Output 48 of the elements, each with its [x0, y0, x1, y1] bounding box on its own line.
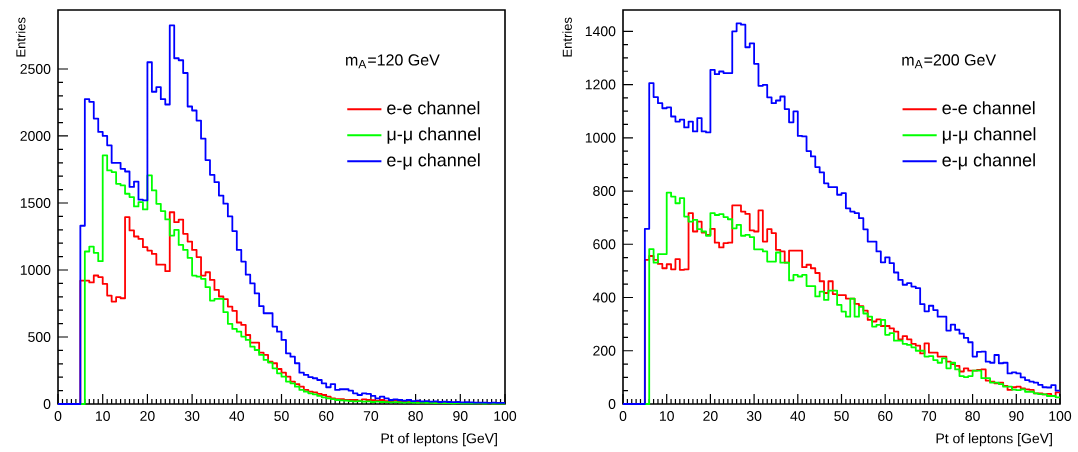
- x-tick-label: 50: [834, 411, 849, 421]
- x-tick-label: 10: [95, 411, 110, 421]
- x-tick-label: 40: [790, 411, 806, 421]
- y-tick-label: 400: [592, 292, 616, 303]
- x-tick-label: 40: [229, 411, 245, 421]
- x-tick-label: 60: [878, 411, 893, 421]
- y-tick-label: 2500: [20, 64, 51, 74]
- x-tick-label: 20: [703, 411, 718, 421]
- legend-label: e-μ channel: [387, 153, 480, 170]
- y-tick-label: 200: [593, 345, 616, 356]
- x-tick-label: 100: [1049, 411, 1072, 421]
- y-tick-label: 1400: [585, 26, 616, 37]
- y-tick-label: 1500: [20, 198, 51, 208]
- y-tick-label: 0: [608, 399, 616, 409]
- x-tick-label: 10: [659, 411, 674, 421]
- legend-label: e-μ channel: [942, 153, 1035, 170]
- y-axis-title: Entries: [562, 17, 572, 57]
- y-tick-label: 800: [593, 186, 616, 196]
- x-tick-label: 90: [453, 411, 468, 421]
- x-tick-label: 70: [363, 411, 379, 421]
- x-tick-label: 0: [54, 411, 62, 421]
- x-tick-label: 0: [619, 411, 627, 421]
- legend-label: e-e channel: [942, 101, 1035, 115]
- y-tick-label: 2000: [20, 131, 51, 141]
- x-tick-label: 100: [494, 411, 517, 421]
- y-tick-label: 1000: [585, 132, 616, 143]
- y-axis-title: Entries: [15, 17, 26, 57]
- x-tick-label: 70: [921, 411, 937, 421]
- legend-label: e-e channel: [387, 101, 480, 115]
- x-tick-label: 80: [408, 411, 423, 421]
- legend-label: μ-μ channel: [387, 127, 480, 144]
- x-tick-label: 80: [965, 411, 980, 421]
- annotation: m$_{A}$=120 GeV: [346, 54, 440, 69]
- x-axis-title: Pt of leptons [GeV]: [381, 433, 497, 447]
- y-tick-label: 600: [593, 239, 616, 250]
- y-tick-label: 1000: [20, 265, 51, 275]
- y-tick-label: 500: [28, 332, 51, 342]
- y-tick-label: 1200: [585, 79, 616, 90]
- y-tick-label: 0: [43, 399, 51, 409]
- legend-label: μ-μ channel: [942, 127, 1036, 144]
- x-tick-label: 60: [319, 411, 334, 421]
- x-tick-label: 20: [140, 411, 155, 421]
- x-tick-label: 30: [184, 411, 200, 421]
- x-tick-label: 90: [1009, 411, 1024, 421]
- annotation: m$_{A}$=200 GeV: [902, 54, 997, 69]
- x-tick-label: 50: [274, 411, 289, 421]
- x-axis-title: Pt of leptons [GeV]: [936, 433, 1052, 447]
- x-tick-label: 30: [746, 411, 762, 421]
